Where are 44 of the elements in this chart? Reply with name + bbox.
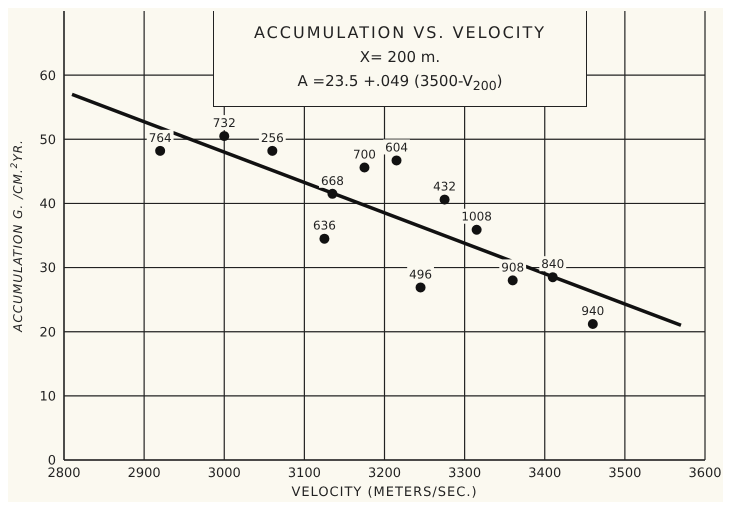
x-tick-label: 3300 bbox=[448, 466, 482, 482]
point bbox=[416, 282, 426, 292]
point bbox=[548, 272, 558, 282]
annotation: A =23.5 +.049 (3500-V$_{200}$) bbox=[296, 71, 504, 95]
annotation: 496 bbox=[409, 267, 432, 282]
annotation: 700 bbox=[353, 148, 376, 162]
annotation: 256 bbox=[260, 130, 284, 145]
point bbox=[359, 162, 370, 173]
y-tick-label: 10 bbox=[39, 389, 56, 404]
x-tick-label: 3600 bbox=[688, 466, 722, 482]
x-axis-title: VELOCITY (METERS/SEC.) bbox=[291, 485, 478, 500]
annotation: 940 bbox=[581, 304, 604, 318]
annotation: 908 bbox=[501, 260, 524, 274]
point bbox=[219, 131, 230, 142]
y-tick-label: 50 bbox=[39, 132, 56, 148]
annotation: 668 bbox=[320, 174, 344, 188]
x-tick-label: 3400 bbox=[528, 466, 562, 482]
x-tick-label: 3000 bbox=[208, 466, 241, 482]
point bbox=[508, 275, 518, 286]
annotation: 604 bbox=[385, 140, 408, 154]
y-tick-label: 60 bbox=[39, 68, 56, 84]
point bbox=[392, 155, 402, 166]
x-tick-label: 2800 bbox=[47, 466, 81, 482]
point bbox=[472, 224, 482, 235]
x-tick-label: 3200 bbox=[368, 466, 402, 482]
point bbox=[440, 194, 450, 205]
point bbox=[327, 188, 338, 199]
annotation: 636 bbox=[312, 218, 336, 233]
annotation: 432 bbox=[433, 180, 456, 194]
y-tick-label: 20 bbox=[39, 325, 56, 340]
point bbox=[267, 146, 278, 156]
y-tick-label: 40 bbox=[39, 197, 56, 212]
title-box: ACCUMULATION VS. VELOCITY X= 200 m. A =23.5 +.049 (3500-V$_{200}$) bbox=[213, 11, 587, 107]
point bbox=[155, 146, 166, 156]
y-tick-label: 30 bbox=[39, 261, 56, 276]
annotation: 764 bbox=[148, 130, 172, 145]
x-tick-label: 3100 bbox=[288, 466, 321, 482]
annotation: 1008 bbox=[461, 210, 492, 224]
point bbox=[319, 234, 330, 244]
annotation: 840 bbox=[541, 257, 564, 272]
point bbox=[588, 319, 598, 330]
annotation: 732 bbox=[212, 116, 236, 130]
x-tick-label: 2900 bbox=[128, 466, 161, 482]
x-tick-label: 3500 bbox=[608, 466, 642, 482]
